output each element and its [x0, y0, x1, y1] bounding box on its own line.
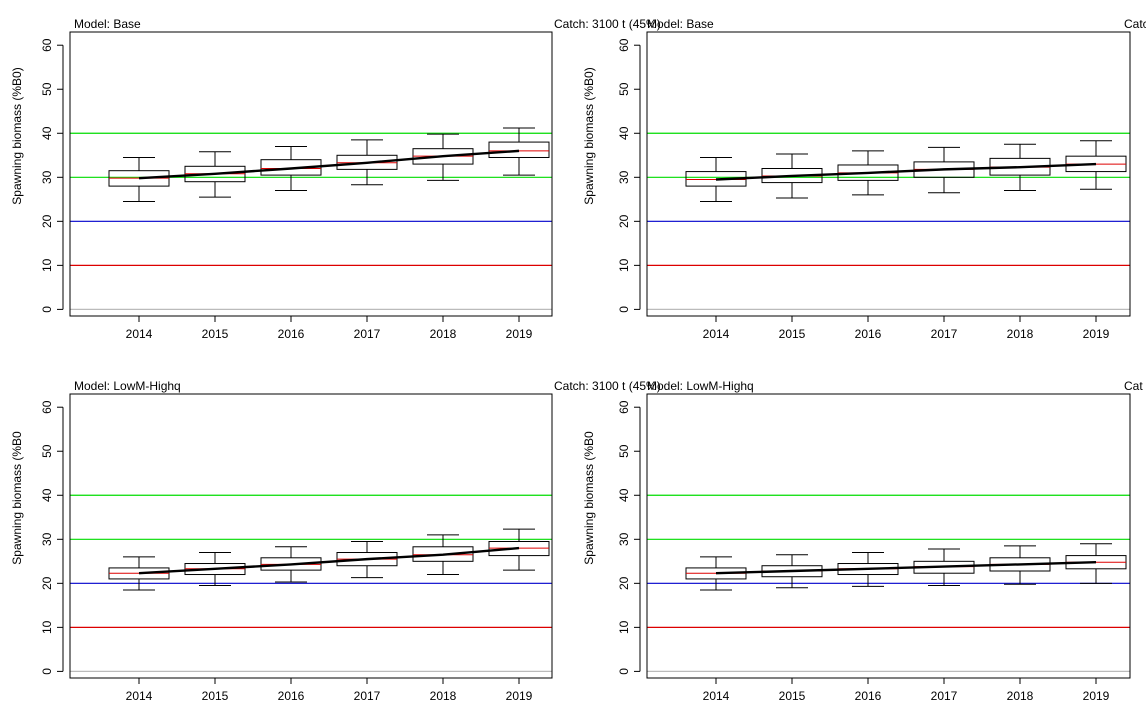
box-2018	[412, 546, 474, 562]
x-tick-label: 2015	[202, 689, 229, 702]
catch-label: Cat	[1124, 379, 1143, 393]
plot-frame	[69, 393, 553, 679]
plot-frame	[646, 31, 1131, 317]
plot-frame	[646, 393, 1131, 679]
x-tick-label: 2017	[354, 327, 381, 341]
x-tick-label: 2019	[506, 689, 533, 702]
catch-label: Catch: 3100 t (45%)	[554, 17, 661, 31]
y-tick-label: 10	[40, 620, 54, 634]
y-tick-label: 10	[40, 258, 54, 272]
x-tick-label: 2019	[1083, 327, 1110, 341]
x-tick-label: 2016	[278, 327, 305, 341]
x-tick-label: 2014	[703, 327, 730, 341]
x-tick-label: 2017	[931, 689, 958, 702]
y-tick-label: 50	[40, 82, 54, 96]
chart-panel-1: 0 10 20 30 40 50 60 2014 2015 2016 2017 2018 2019 Spa…	[10, 17, 661, 341]
x-tick-label: 2017	[931, 327, 958, 341]
y-tick-label: 50	[617, 444, 631, 458]
y-tick-label: 0	[40, 668, 54, 675]
y-tick-label: 0	[40, 306, 54, 313]
y-tick-label: 10	[617, 258, 631, 272]
y-tick-label: 40	[617, 488, 631, 502]
x-tick-label: 2016	[855, 327, 882, 341]
x-tick-label: 2014	[703, 689, 730, 702]
x-tick-label: 2019	[1083, 689, 1110, 702]
y-tick-label: 20	[40, 214, 54, 228]
x-tick-label: 2018	[430, 689, 457, 702]
model-label: Model: Base	[647, 17, 714, 31]
y-tick-label: 10	[617, 620, 631, 634]
catch-label: Catch: 3100 t (45%)	[554, 379, 661, 393]
model-label: Model: LowM-Highq	[647, 379, 754, 393]
y-tick-label: 30	[617, 170, 631, 184]
median-trend-line	[138, 546, 520, 575]
x-tick-label: 2016	[855, 689, 882, 702]
model-label: Model: Base	[74, 17, 141, 31]
x-tick-label: 2018	[1007, 689, 1034, 702]
y-tick-label: 50	[40, 444, 54, 458]
chart-panel-3: 0 10 20 30 40 50 60 2014 2015 2016 2017 2018 2019 Spa…	[10, 379, 661, 703]
y-tick-label: 60	[40, 38, 54, 52]
catch-label: Catch	[1124, 17, 1146, 31]
y-tick-label: 20	[617, 214, 631, 228]
model-label: Model: LowM-Highq	[74, 379, 181, 393]
x-tick-label: 2015	[779, 689, 806, 702]
plot-frame	[69, 31, 553, 317]
y-tick-label: 0	[617, 306, 631, 313]
x-tick-label: 2015	[779, 327, 806, 341]
median-trend-line	[715, 560, 1097, 575]
x-tick-label: 2017	[354, 689, 381, 702]
y-tick-label: 20	[617, 576, 631, 590]
y-tick-label: 40	[40, 488, 54, 502]
y-tick-label: 40	[40, 126, 54, 140]
chart-panel-2: 0 10 20 30 40 50 60 2014 2015 2016 2017 2018 2019 Spa…	[582, 17, 1146, 341]
y-tick-label: 50	[617, 82, 631, 96]
x-tick-label: 2015	[202, 327, 229, 341]
x-tick-label: 2018	[430, 327, 457, 341]
y-tick-label: 60	[617, 38, 631, 52]
x-tick-label: 2014	[126, 327, 153, 341]
y-axis-label: Spawning biomass (%B0)	[10, 67, 24, 204]
box-2019	[488, 141, 550, 158]
x-tick-label: 2014	[126, 689, 153, 702]
y-tick-label: 60	[617, 400, 631, 414]
chart-panel-4: 0 10 20 30 40 50 60 2014 2015 2016 2017 2018 2019 Spa…	[582, 379, 1143, 703]
y-tick-label: 30	[40, 532, 54, 546]
y-tick-label: 0	[617, 668, 631, 675]
x-tick-label: 2016	[278, 689, 305, 702]
median-trend-line	[138, 149, 520, 180]
median-trend-line	[715, 162, 1097, 181]
x-tick-label: 2019	[506, 327, 533, 341]
y-tick-label: 30	[617, 532, 631, 546]
x-tick-label: 2018	[1007, 327, 1034, 341]
y-axis-label: Spawning biomass (%B0	[10, 431, 24, 565]
y-axis-label: Spawning biomass (%B0	[582, 431, 596, 565]
y-tick-label: 40	[617, 126, 631, 140]
y-tick-label: 30	[40, 170, 54, 184]
y-axis-label: Spawning biomass (%B0)	[582, 67, 596, 204]
y-tick-label: 20	[40, 576, 54, 590]
y-tick-label: 60	[40, 400, 54, 414]
